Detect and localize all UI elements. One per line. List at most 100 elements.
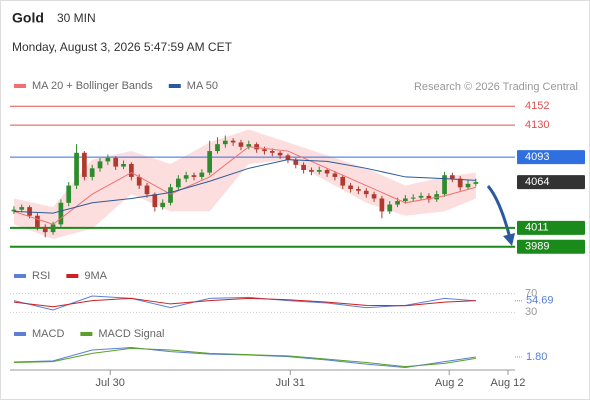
level-label: 3989 [525, 241, 549, 253]
candle-body [113, 157, 119, 167]
candle-body [457, 178, 463, 188]
level-label: 4064 [525, 176, 549, 188]
candle-body [379, 198, 385, 212]
candle-body [35, 215, 40, 227]
candle-body [316, 170, 322, 172]
level-label: 4130 [525, 119, 549, 131]
candle-body [215, 144, 220, 152]
candle-body [82, 152, 87, 177]
candle-body [222, 140, 228, 145]
candle-body [473, 182, 479, 184]
candle-body [175, 178, 181, 188]
candle-body [262, 149, 267, 152]
y-tick-label: 70 [525, 288, 537, 300]
candle-body [105, 157, 111, 162]
x-tick-label: Jul 31 [276, 377, 305, 389]
ma-line [13, 146, 476, 225]
last-value-label: 1.80 [526, 351, 547, 363]
candle-body [363, 190, 369, 195]
legend-swatch [14, 332, 26, 336]
ma-line [13, 159, 476, 214]
candle-body [371, 194, 377, 199]
candle-body [129, 163, 134, 177]
candle-body [207, 151, 212, 173]
candle-body [269, 151, 275, 153]
candle-body [74, 152, 79, 186]
candle-body [50, 224, 56, 233]
candle-body [418, 195, 424, 198]
candle-body [246, 144, 252, 147]
level-tag [517, 239, 585, 254]
candle-body [152, 194, 158, 208]
candle-body [19, 207, 25, 210]
candle-body [191, 175, 197, 177]
legend-label: MA 50 [187, 80, 218, 92]
candle-body [58, 202, 64, 225]
legend-label: MACD Signal [98, 328, 164, 340]
legend-swatch [80, 332, 93, 336]
candle-body [356, 189, 361, 191]
candle-body [340, 176, 346, 186]
candle-body [309, 170, 314, 172]
y-tick-label: 30 [525, 306, 537, 318]
legend-label: MACD [32, 328, 64, 340]
candle-body [230, 140, 236, 143]
forecast-arrow-head [503, 233, 515, 246]
symbol: Gold [12, 10, 44, 26]
candle-body [332, 173, 338, 177]
candle-body [183, 175, 189, 179]
candle-body [168, 187, 173, 203]
candle-body [426, 195, 432, 200]
candle-body [11, 209, 17, 212]
x-tick-label: Jul 30 [96, 377, 125, 389]
candle-body [97, 161, 103, 169]
candle-body [348, 185, 353, 190]
source: Research © 2026 Trading Central [414, 81, 578, 93]
x-tick-label: Aug 2 [435, 377, 464, 389]
candle-body [254, 144, 259, 150]
candle-body [387, 204, 393, 212]
candle-body [27, 207, 32, 216]
legend-swatch [66, 274, 79, 278]
level-label: 4152 [525, 100, 549, 112]
level-label: 4011 [525, 222, 549, 234]
candle-body [121, 163, 126, 167]
candle-body [395, 201, 400, 205]
candle-body [285, 155, 291, 160]
legend-swatch [14, 274, 26, 278]
legend-swatch [14, 84, 26, 88]
x-tick-label: Aug 12 [491, 377, 526, 389]
candle-body [160, 202, 166, 208]
candle-body [465, 183, 471, 188]
forecast-arrow [486, 185, 512, 239]
candle-body [293, 159, 299, 165]
legend-label: RSI [32, 270, 50, 282]
candle-body [410, 197, 416, 199]
legend-label: MA 20 + Bollinger Bands [32, 80, 153, 92]
candle-body [403, 198, 408, 202]
level-label: 4093 [525, 151, 549, 163]
level-tag [517, 175, 585, 190]
level-tag [517, 220, 585, 235]
candle-body [144, 185, 150, 195]
legend-swatch [168, 84, 181, 88]
candle-body [89, 168, 95, 177]
candle-body [277, 152, 283, 156]
level-tag [517, 150, 585, 165]
candle-body [324, 170, 330, 174]
candle-body [434, 194, 440, 200]
indicator-line [13, 347, 476, 368]
candle-body [42, 226, 48, 233]
candle-body [136, 176, 142, 186]
candle-body [199, 172, 205, 177]
legend-label: 9MA [84, 270, 107, 282]
timestamp: Monday, August 3, 2026 5:47:59 AM CET [12, 40, 233, 54]
candle-body [442, 175, 447, 195]
last-value-label: 54.69 [526, 295, 554, 307]
candle-body [450, 175, 455, 179]
indicator-line [13, 297, 476, 308]
candle-body [301, 164, 306, 171]
interval: 30 MIN [57, 11, 96, 25]
